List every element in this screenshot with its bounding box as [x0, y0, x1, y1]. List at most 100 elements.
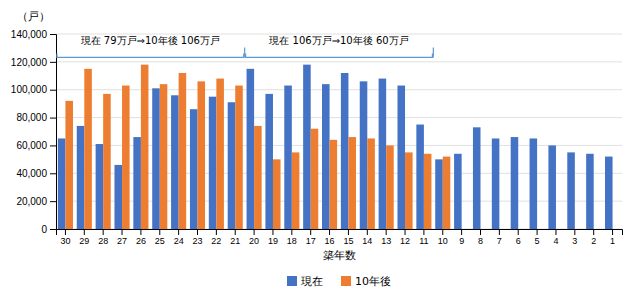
x-tick-label: 26: [136, 236, 146, 246]
x-tick: 8: [478, 229, 483, 246]
y-tick: 20,000: [16, 196, 56, 207]
grid-line: [56, 61, 622, 62]
bar: [424, 154, 432, 229]
x-tick-mark: [518, 229, 519, 235]
x-tick: 7: [497, 229, 502, 246]
bar: [435, 159, 443, 229]
x-tick-label: 2: [591, 236, 596, 246]
x-tick: 22: [211, 229, 221, 246]
x-tick-mark: [291, 229, 292, 235]
bar: [292, 152, 300, 229]
x-tick-label: 7: [497, 236, 502, 246]
x-tick-mark: [612, 229, 613, 235]
bar: [190, 109, 198, 229]
bar: [360, 81, 368, 229]
x-tick-label: 5: [535, 236, 540, 246]
x-tick-label: 14: [362, 236, 372, 246]
x-tick-mark: [310, 229, 311, 235]
x-tick-mark: [499, 229, 500, 235]
x-tick-mark: [197, 229, 198, 235]
x-tick-label: 10: [438, 236, 448, 246]
bar: [481, 229, 489, 230]
y-tick: 0: [41, 224, 56, 235]
y-tick-label: 120,000: [11, 57, 48, 68]
x-tick-label: 12: [400, 236, 410, 246]
bar: [594, 229, 602, 230]
bar: [58, 138, 66, 229]
annotation: 現在 106万戸⇒10年後 60万戸: [269, 35, 408, 46]
legend-swatch: [287, 276, 297, 286]
x-tick-mark: [216, 229, 217, 235]
y-tick: 40,000: [16, 168, 56, 179]
bar: [141, 65, 149, 229]
bar: [348, 137, 356, 229]
bar: [77, 126, 85, 229]
x-tick-mark: [593, 229, 594, 235]
x-tick: 5: [535, 229, 540, 246]
x-tick: 18: [287, 229, 297, 246]
x-tick-mark: [103, 229, 104, 235]
bar: [311, 129, 319, 229]
x-tick-label: 13: [381, 236, 391, 246]
legend: 現在10年後: [287, 275, 391, 288]
x-tick-label: 3: [572, 236, 577, 246]
y-tick-mark: [50, 229, 56, 230]
x-tick-mark: [386, 229, 387, 235]
bar: [341, 73, 349, 229]
annotation: 現在 79万戸⇒10年後 106万戸: [81, 35, 220, 46]
x-tick: 13: [381, 229, 391, 246]
bar: [209, 97, 217, 229]
x-tick: 4: [553, 229, 558, 246]
x-tick-mark: [537, 229, 538, 235]
y-axis-line: [50, 35, 57, 230]
bar: [152, 88, 160, 229]
bar: [575, 229, 583, 230]
y-tick-mark: [50, 173, 56, 174]
bar: [605, 157, 613, 229]
x-tick-mark: [367, 229, 368, 235]
bar: [303, 65, 311, 229]
bracket-line: [57, 53, 244, 57]
x-tick-label: 29: [79, 236, 89, 246]
y-tick-mark: [50, 201, 56, 202]
x-tick: 15: [343, 229, 353, 246]
y-tick-label: 0: [41, 224, 47, 235]
bar: [397, 86, 405, 229]
bar: [443, 157, 451, 229]
x-tick-mark: [235, 229, 236, 235]
bracket-pointer: [433, 47, 434, 57]
bar: [473, 127, 481, 229]
x-tick: 23: [192, 229, 202, 246]
x-tick-label: 17: [306, 236, 316, 246]
y-tick: 100,000: [11, 84, 56, 95]
x-tick-mark: [140, 229, 141, 235]
chart: 3029282726252423222120191817161514131211…: [0, 0, 634, 293]
legend-label: 10年後: [355, 275, 391, 288]
bar: [405, 152, 413, 229]
x-tick: 14: [362, 229, 372, 246]
x-tick: 20: [249, 229, 259, 246]
x-tick-label: 9: [459, 236, 464, 246]
x-tick: 27: [117, 229, 127, 246]
x-tick-label: 1: [610, 236, 615, 246]
bar: [216, 79, 224, 229]
x-tick-mark: [254, 229, 255, 235]
bar: [284, 86, 292, 229]
bar: [416, 125, 424, 229]
x-tick: 11: [419, 229, 428, 246]
bar: [322, 84, 330, 229]
x-tick-label: 19: [268, 236, 278, 246]
y-axis: 020,00040,00060,00080,000100,000120,0001…: [11, 29, 57, 235]
x-tick-label: 8: [478, 236, 483, 246]
bar: [133, 137, 141, 229]
x-tick-mark: [348, 229, 349, 235]
bar: [122, 86, 130, 229]
bar: [103, 94, 111, 229]
x-tick-mark: [65, 229, 66, 235]
y-tick-label: 40,000: [16, 168, 47, 179]
bar: [114, 165, 122, 229]
x-tick: 1: [610, 229, 615, 246]
x-tick: 9: [459, 229, 464, 246]
y-tick-label: 140,000: [11, 29, 48, 40]
x-axis-line: [57, 230, 623, 236]
